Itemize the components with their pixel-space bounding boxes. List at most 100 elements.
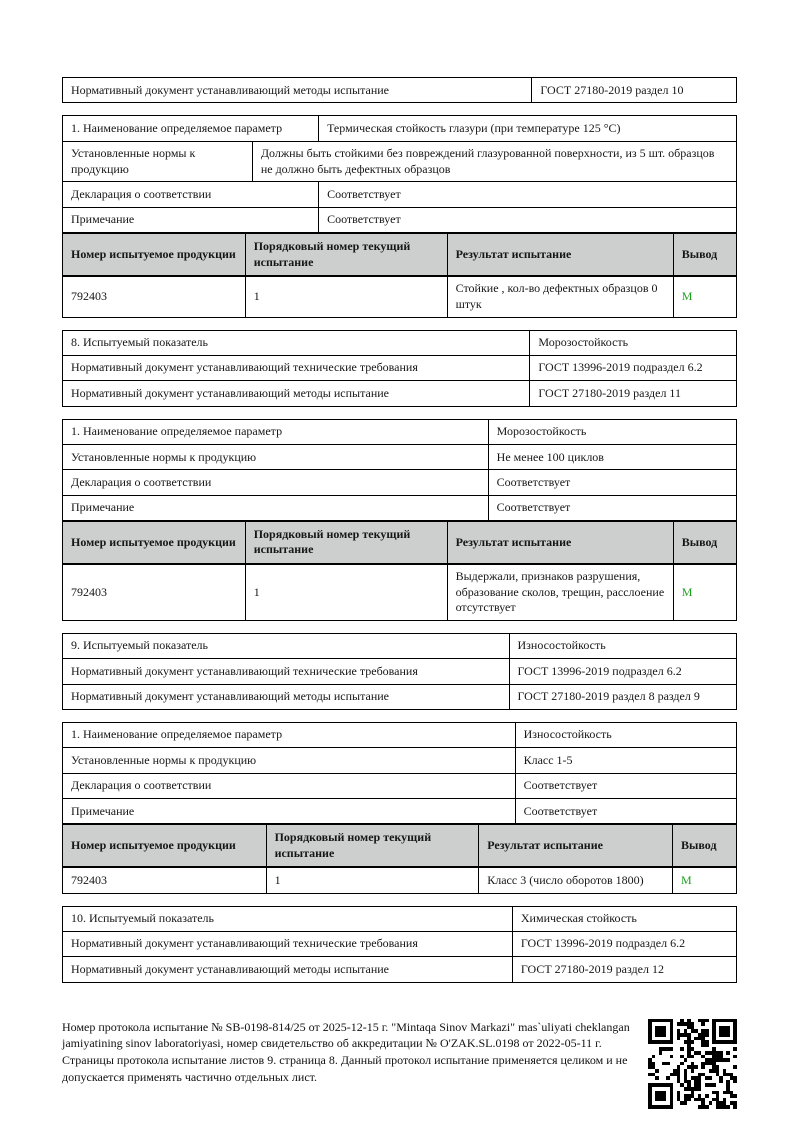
results-header-row: Номер испытуемое продукции Порядковый ном… — [63, 823, 736, 867]
kv-label-cell: Нормативный документ устанавливающий мет… — [71, 82, 389, 97]
kv-label-cell: Примечание — [71, 212, 135, 227]
results-value-cell: 792403 — [71, 872, 107, 887]
results-header-cell: Номер испытуемое продукции — [71, 838, 236, 853]
kv-value-cell: Должны быть стойкими без повреждений гла… — [251, 141, 736, 182]
table-row: 1. Наименование определяемое параметр Тер… — [63, 116, 736, 141]
kv-value-cell: Химическая стойкость — [511, 906, 736, 931]
kv-value-cell: ГОСТ 27180-2019 раздел 8 раздел 9 — [508, 684, 736, 709]
results-value-cell: Выдержали, признаков разрушения, образов… — [446, 564, 673, 620]
results-header-cell: Номер испытуемое продукции — [71, 246, 236, 261]
results-header-cell: Порядковый номер текущий испытание — [265, 825, 479, 867]
kv-value-cell: Соответствует — [487, 470, 736, 495]
table-row: 8. Испытуемый показатель Морозостойкость — [63, 330, 736, 355]
kv-label-cell: Установленные нормы к продукцию — [71, 146, 196, 176]
verdict-cell: М — [672, 276, 736, 317]
kv-label-cell: 8. Испытуемый показатель — [71, 335, 208, 350]
table-row: Примечание Соответствует — [63, 494, 736, 521]
table-row: 1. Наименование определяемое параметр Изн… — [63, 722, 736, 748]
table-row: Нормативный документ устанавливающий мет… — [63, 683, 736, 709]
kv-label-cell: Декларация о соответствии — [71, 474, 212, 489]
parameter-table: 1. Наименование определяемое параметр Тер… — [62, 115, 737, 318]
table-row: Декларация о соответствии Соответствует — [63, 469, 736, 495]
kv-label-cell: Установленные нормы к продукцию — [71, 752, 257, 767]
kv-value-cell: Термическая стойкость глазури (при темпе… — [318, 116, 736, 141]
results-data-row: 792403 1 Стойкие , кол-во дефектных образц… — [63, 274, 736, 317]
parameter-table: 1. Наименование определяемое параметр Изн… — [62, 721, 737, 894]
table-row: 1. Наименование определяемое параметр Мор… — [63, 419, 736, 445]
results-value-cell: Стойкие , кол-во дефектных образцов 0 шт… — [446, 276, 673, 317]
kv-value-cell: Износостойкость — [514, 722, 736, 748]
results-header-cell: Вывод — [672, 825, 736, 867]
results-header-cell: Результат испытание — [446, 234, 673, 275]
parameter-table: 1. Наименование определяемое параметр Мор… — [62, 418, 737, 621]
kv-label-cell: Нормативный документ устанавливающий мет… — [71, 689, 389, 704]
table-row: Нормативный документ устанавливающий тех… — [63, 930, 736, 957]
kv-label-cell: 9. Испытуемый показатель — [71, 638, 208, 653]
qr-code — [648, 1018, 737, 1109]
kv-value-cell: Соответствует — [514, 773, 736, 799]
results-header-cell: Номер испытуемое продукции — [71, 534, 236, 549]
kv-value-cell: ГОСТ 13996-2019 подраздел 6.2 — [511, 931, 736, 957]
results-value-cell: 1 — [244, 564, 447, 620]
kv-label-cell: 1. Наименование определяемое параметр — [71, 120, 283, 135]
kv-label-cell: Нормативный документ устанавливающий тех… — [71, 663, 418, 678]
kv-label-cell: Нормативный документ устанавливающий мет… — [71, 961, 389, 976]
results-header-cell: Вывод — [672, 522, 736, 563]
results-value-cell: 792403 — [71, 584, 107, 599]
results-header-cell: Порядковый номер текущий испытание — [244, 234, 447, 275]
footer-note: Номер протокола испытание № SB-0198-814/… — [62, 1019, 630, 1084]
results-header-cell: Результат испытание — [446, 522, 673, 563]
kv-label-cell: Примечание — [71, 803, 135, 818]
kv-value-cell: Морозостойкость — [529, 330, 736, 355]
table-row: Нормативный документ устанавливающий мет… — [63, 380, 736, 406]
table-row: Примечание Соответствует — [63, 206, 736, 233]
kv-label-cell: 1. Наименование определяемое параметр — [71, 424, 283, 439]
table-row: Установленные нормы к продукцию Класс 1-5 — [63, 747, 736, 773]
kv-value-cell: Соответствует — [487, 495, 736, 521]
kv-value-cell: ГОСТ 13996-2019 подраздел 6.2 — [508, 659, 736, 684]
kv-value-cell: Морозостойкость — [487, 419, 736, 445]
normative-table: 8. Испытуемый показатель Морозостойкость Н… — [62, 329, 737, 407]
normative-table: 9. Испытуемый показатель Износостойкость Н… — [62, 632, 737, 710]
table-row: Нормативный документ устанавливающий тех… — [63, 354, 736, 381]
results-header-cell: Результат испытание — [478, 825, 672, 867]
kv-value-cell: Соответствует — [318, 207, 736, 233]
kv-label-cell: Нормативный документ устанавливающий тех… — [71, 936, 418, 951]
table-row: 9. Испытуемый показатель Износостойкость — [63, 633, 736, 659]
table-row: Нормативный документ устанавливающий тех… — [63, 658, 736, 684]
results-header-row: Номер испытуемое продукции Порядковый ном… — [63, 232, 736, 275]
footer: Номер протокола испытание № SB-0198-814/… — [62, 1018, 737, 1109]
results-header-cell: Порядковый номер текущий испытание — [244, 522, 447, 563]
table-row: Нормативный документ устанавливающий мет… — [63, 956, 736, 982]
kv-value-cell: Соответствует — [514, 799, 736, 824]
kv-label-cell: Нормативный документ устанавливающий тех… — [71, 360, 418, 375]
kv-label-cell: Примечание — [71, 500, 135, 515]
results-data-row: 792403 1 Класс 3 (число оборотов 1800) М — [63, 866, 736, 893]
table-row: Нормативный документ устанавливающий мет… — [63, 78, 736, 103]
kv-label-cell: 10. Испытуемый показатель — [71, 911, 214, 925]
kv-value-cell: ГОСТ 27180-2019 раздел 11 — [529, 381, 736, 406]
kv-value-cell: Не менее 100 циклов — [487, 445, 736, 470]
kv-label-cell: Установленные нормы к продукцию — [71, 449, 257, 464]
kv-label-cell: 1. Наименование определяемое параметр — [71, 727, 283, 742]
table-row: 10. Испытуемый показатель Химическая стой… — [63, 906, 736, 931]
normative-table: Нормативный документ устанавливающий мет… — [62, 77, 737, 104]
table-row: Установленные нормы к продукцию Должны бы… — [63, 140, 736, 182]
kv-value-cell: Соответствует — [318, 182, 736, 207]
verdict-cell: М — [672, 564, 736, 620]
results-value-cell: Класс 3 (число оборотов 1800) — [478, 868, 672, 893]
kv-value-cell: ГОСТ 27180-2019 раздел 10 — [531, 78, 736, 103]
kv-label-cell: Декларация о соответствии — [71, 186, 212, 201]
kv-label-cell: Нормативный документ устанавливающий мет… — [71, 385, 389, 400]
results-header-cell: Вывод — [672, 234, 736, 275]
results-value-cell: 1 — [244, 276, 447, 317]
verdict-cell: М — [672, 868, 736, 893]
table-row: Примечание Соответствует — [63, 798, 736, 824]
table-row: Декларация о соответствии Соответствует — [63, 772, 736, 799]
results-value-cell: 792403 — [71, 289, 107, 304]
normative-table: 10. Испытуемый показатель Химическая стой… — [62, 905, 737, 983]
kv-value-cell: Класс 1-5 — [514, 748, 736, 773]
tables-container: Нормативный документ устанавливающий мет… — [62, 77, 737, 983]
kv-label-cell: Декларация о соответствии — [71, 778, 212, 793]
